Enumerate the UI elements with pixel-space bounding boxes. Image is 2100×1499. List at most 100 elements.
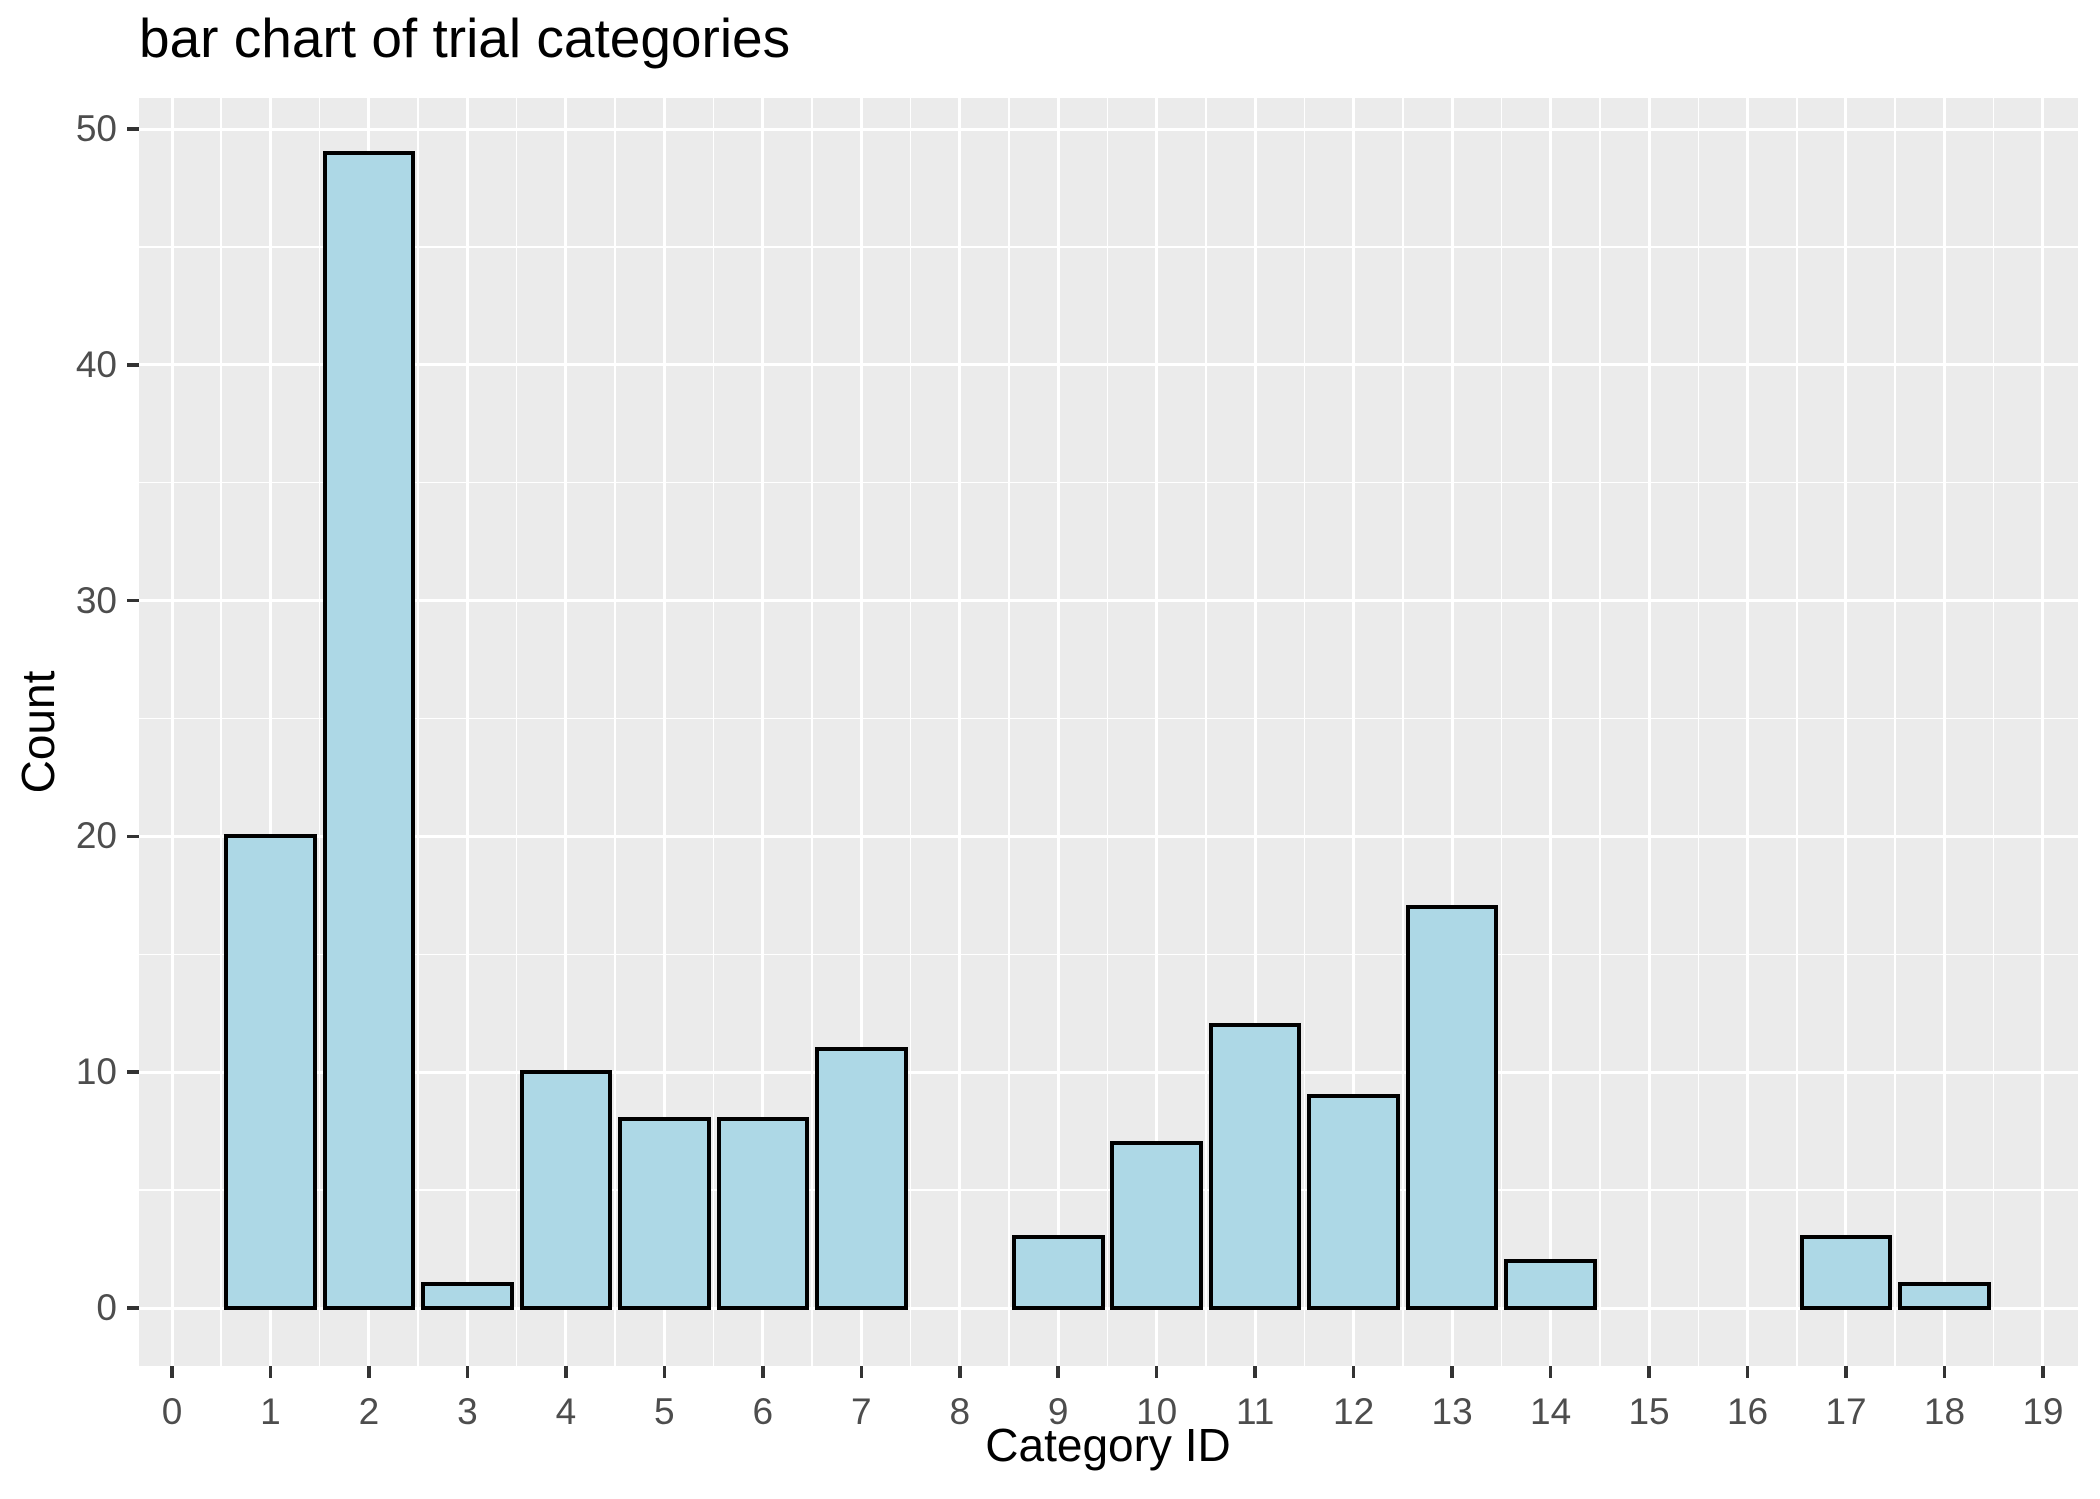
- x-tick-label: 14: [1530, 1391, 1572, 1432]
- bar-category-3: [421, 1282, 514, 1310]
- plot-panel: [139, 98, 2078, 1366]
- x-tick-label: 5: [654, 1391, 675, 1432]
- bar-category-13: [1405, 905, 1499, 1310]
- x-tick-mark: [465, 1366, 470, 1378]
- x-tick-label: 9: [1047, 1391, 1069, 1432]
- bar-category-12: [1307, 1093, 1400, 1310]
- x-tick-mark: [958, 1366, 962, 1378]
- y-tick-label: 10: [75, 1051, 117, 1093]
- bar-category-5: [618, 1117, 711, 1310]
- gridline-v-minor: [1697, 98, 1700, 1366]
- x-axis-title: Category ID: [985, 1419, 1231, 1471]
- gridline-h-major: [139, 1306, 2078, 1310]
- x-tick-mark: [268, 1366, 273, 1378]
- x-tick-mark: [1351, 1366, 1356, 1378]
- y-tick-mark: [127, 127, 139, 131]
- gridline-v-major: [662, 98, 666, 1366]
- x-tick-label: 10: [1136, 1391, 1178, 1432]
- gridline-v-major: [1647, 98, 1651, 1366]
- x-tick-label: 18: [1923, 1391, 1966, 1432]
- gridline-v-minor: [1992, 98, 1995, 1366]
- gridline-v-major: [1450, 98, 1454, 1366]
- x-tick-mark: [1154, 1366, 1159, 1378]
- bar-category-10: [1110, 1140, 1203, 1310]
- x-tick-label: 7: [850, 1391, 872, 1432]
- x-tick-mark: [1450, 1366, 1454, 1378]
- gridline-v-minor: [1796, 98, 1798, 1366]
- gridline-v-minor: [1500, 98, 1503, 1366]
- y-tick-mark: [127, 363, 139, 367]
- x-tick-label: 12: [1333, 1391, 1375, 1432]
- x-tick-mark: [1844, 1366, 1848, 1378]
- bar-category-6: [716, 1117, 810, 1310]
- gridline-v-major: [465, 98, 469, 1366]
- bar-category-1: [224, 834, 317, 1310]
- gridline-v-major: [1352, 98, 1356, 1366]
- gridline-v-major: [1844, 98, 1848, 1366]
- x-tick-label: 15: [1628, 1391, 1670, 1432]
- x-tick-mark: [2041, 1366, 2045, 1378]
- bar-category-11: [1208, 1023, 1302, 1310]
- gridline-h-major: [139, 834, 2078, 838]
- gridline-h-major: [139, 599, 2078, 603]
- y-tick-mark: [127, 1070, 139, 1074]
- gridline-v-major: [761, 98, 765, 1366]
- gridline-v-major: [268, 98, 272, 1366]
- gridline-h-major: [139, 363, 2078, 367]
- gridline-v-major: [170, 98, 174, 1366]
- x-tick-mark: [859, 1366, 864, 1378]
- gridline-h-major: [139, 1070, 2078, 1074]
- gridline-v-major: [1942, 98, 1946, 1366]
- x-tick-mark: [367, 1366, 371, 1378]
- gridline-h-minor: [139, 481, 2078, 484]
- y-tick-label: 0: [96, 1287, 117, 1328]
- x-tick-mark: [170, 1366, 174, 1378]
- x-tick-mark: [1253, 1366, 1257, 1378]
- x-tick-label: 0: [161, 1391, 183, 1432]
- gridline-v-minor: [909, 98, 912, 1366]
- bar-category-4: [519, 1070, 613, 1310]
- gridline-v-minor: [220, 98, 222, 1366]
- gridline-v-minor: [614, 98, 616, 1366]
- chart-title: bar chart of trial categories: [139, 7, 791, 69]
- gridline-h-minor: [139, 1189, 2078, 1191]
- x-tick-mark: [761, 1366, 765, 1378]
- x-tick-label: 1: [260, 1391, 281, 1432]
- x-tick-mark: [564, 1366, 568, 1378]
- gridline-v-major: [859, 98, 863, 1366]
- y-tick-label: 40: [75, 343, 117, 385]
- x-tick-label: 13: [1431, 1391, 1473, 1432]
- gridline-v-minor: [811, 98, 813, 1366]
- gridline-v-major: [958, 98, 962, 1366]
- gridline-v-major: [1056, 98, 1060, 1366]
- x-tick-label: 16: [1726, 1391, 1769, 1432]
- x-tick-label: 4: [555, 1391, 577, 1432]
- gridline-v-minor: [1205, 98, 1207, 1366]
- x-tick-mark: [1745, 1366, 1750, 1378]
- gridline-v-major: [1746, 98, 1750, 1366]
- x-tick-label: 6: [752, 1391, 774, 1432]
- gridline-v-minor: [515, 98, 518, 1366]
- bar-category-17: [1799, 1235, 1893, 1310]
- gridline-v-major: [1549, 98, 1553, 1366]
- gridline-v-minor: [1303, 98, 1306, 1366]
- x-tick-label: 17: [1825, 1391, 1867, 1432]
- x-tick-mark: [1647, 1366, 1651, 1378]
- x-tick-label: 19: [2022, 1391, 2064, 1432]
- gridline-h-minor: [139, 953, 2078, 956]
- gridline-h-major: [139, 127, 2078, 131]
- y-tick-label: 30: [75, 579, 117, 621]
- gridline-v-minor: [1008, 98, 1010, 1366]
- gridline-v-minor: [318, 98, 321, 1366]
- gridline-v-minor: [1106, 98, 1109, 1366]
- y-tick-label: 50: [75, 108, 117, 149]
- bar-category-9: [1011, 1235, 1105, 1310]
- gridline-v-minor: [417, 98, 419, 1366]
- x-tick-label: 3: [457, 1391, 478, 1432]
- gridline-h-minor: [139, 717, 2078, 720]
- x-tick-label: 11: [1235, 1391, 1275, 1432]
- bar-category-7: [814, 1046, 908, 1310]
- gridline-v-major: [1253, 98, 1257, 1366]
- bar-category-14: [1504, 1258, 1597, 1310]
